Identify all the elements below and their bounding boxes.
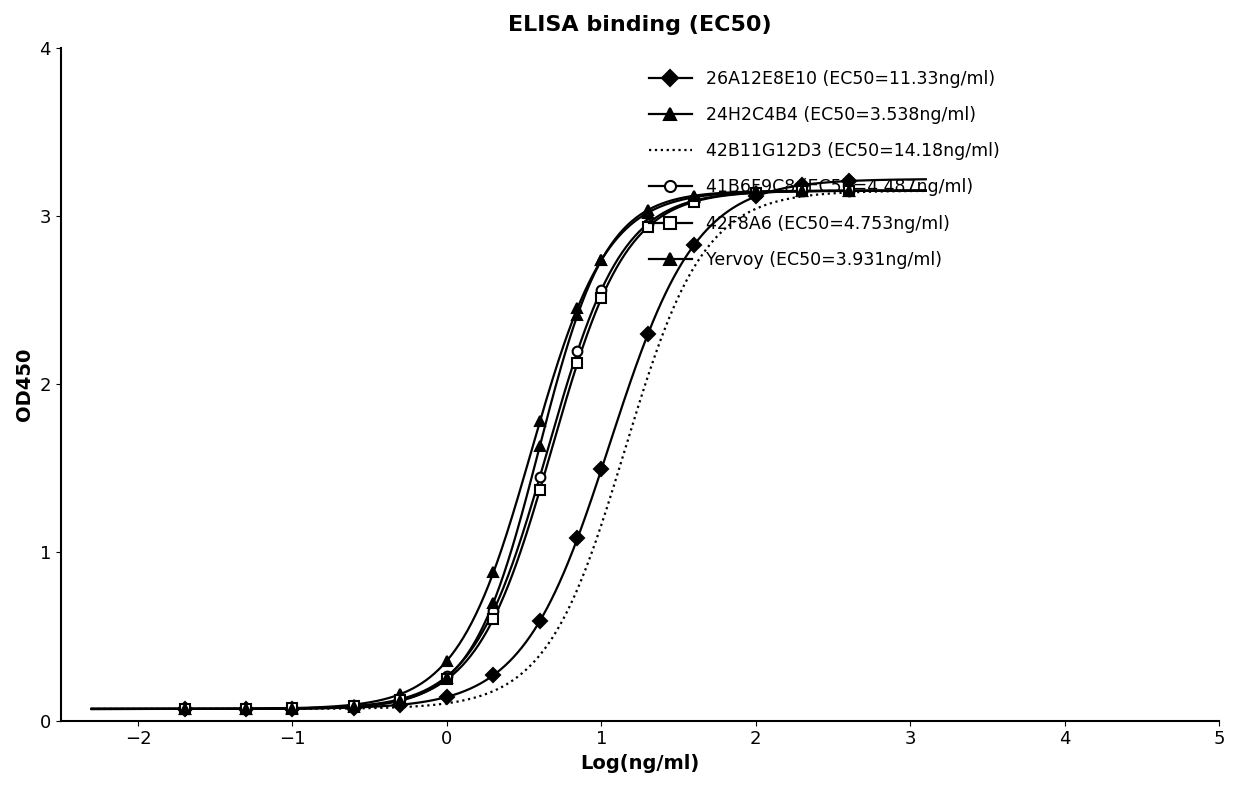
Title: ELISA binding (EC50): ELISA binding (EC50) — [508, 15, 771, 35]
Legend: 26A12E8E10 (EC50=11.33ng/ml), 24H2C4B4 (EC50=3.538ng/ml), 42B11G12D3 (EC50=14.18: 26A12E8E10 (EC50=11.33ng/ml), 24H2C4B4 (… — [649, 70, 999, 269]
X-axis label: Log(ng/ml): Log(ng/ml) — [580, 754, 699, 773]
Y-axis label: OD450: OD450 — [15, 348, 33, 421]
